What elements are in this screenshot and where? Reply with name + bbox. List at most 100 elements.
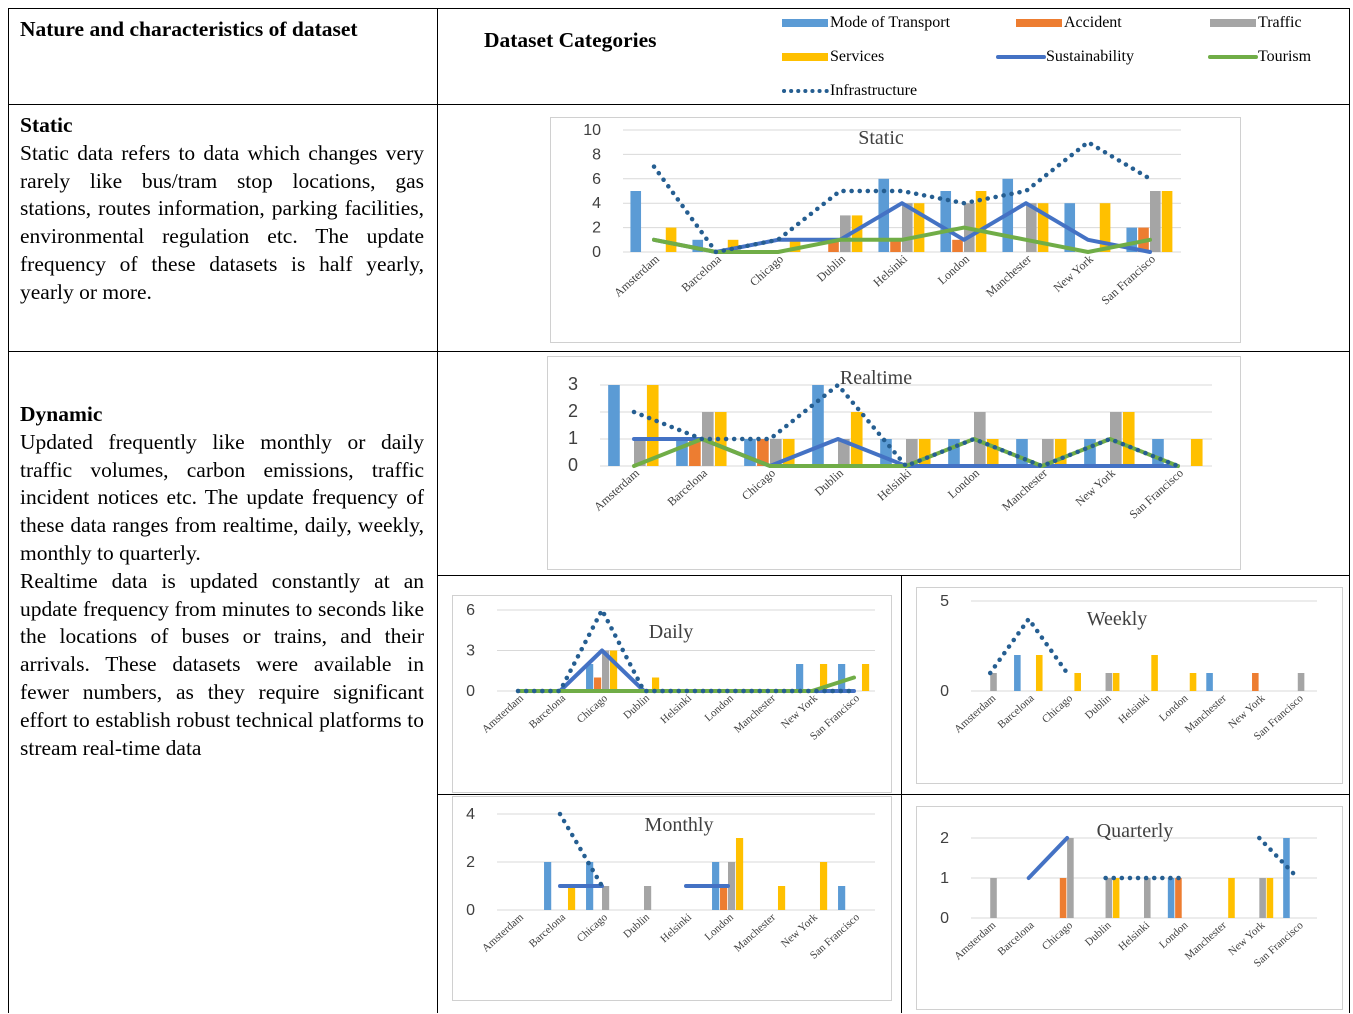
bar-mode-of-transport-manchester: [1206, 673, 1213, 691]
dynamic-text-1: Updated frequently like monthly or daily…: [20, 429, 424, 565]
bar-services-new-york: [1099, 203, 1111, 252]
dynamic-text-2: Realtime data is updated constantly at a…: [20, 568, 424, 760]
header-left: Nature and characteristics of dataset: [20, 17, 358, 41]
line-infrastructure: [631, 382, 1181, 469]
bar-mode-of-transport-amsterdam: [630, 191, 642, 252]
bar-traffic-chicago: [770, 439, 782, 466]
x-tick-label: Amsterdam: [480, 911, 526, 955]
bar-traffic-dublin: [644, 886, 652, 910]
bar-services-london: [735, 838, 744, 910]
bar-traffic-manchester: [1042, 439, 1054, 466]
x-tick-label: London: [1157, 692, 1191, 724]
bar-services-dublin: [1112, 878, 1120, 918]
bar-services-dublin: [851, 215, 863, 252]
legend-label-mode-of-transport: Mode of Transport: [830, 14, 951, 31]
x-tick-label: San Francisco: [1098, 252, 1158, 308]
bar-accident-dublin: [828, 239, 839, 252]
line-infrastructure: [987, 616, 1070, 676]
table-border-right: [1349, 8, 1350, 1013]
chart-title: Quarterly: [1097, 820, 1174, 842]
bar-traffic-dublin: [1105, 878, 1113, 918]
bar-mode-of-transport-barcelona: [676, 439, 688, 466]
chart-quarterly-box: 0 1 2 Quarterly Amsterdam Barcelona Chicago Dub…: [916, 806, 1343, 1010]
y-tick-label: 4: [592, 195, 601, 212]
bar-services-barcelona: [1035, 655, 1043, 691]
y-tick-label: 0: [466, 902, 475, 919]
y-tick-label: 2: [466, 854, 475, 871]
y-tick-label: 0: [940, 683, 949, 700]
bar-mode-of-transport-san-francisco: [1126, 227, 1138, 252]
x-tick-label: Amsterdam: [480, 692, 526, 736]
x-tick-label: Chicago: [1040, 692, 1076, 726]
chart-title: Weekly: [1087, 608, 1148, 630]
x-tick-label: Chicago: [575, 911, 611, 945]
chart-weekly-box: 0 5 Weekly Amsterdam Barcelona Chicago Dublin H…: [916, 587, 1343, 784]
x-tick-label: Chicago: [575, 692, 611, 726]
table-border-left: [8, 8, 9, 1013]
x-tick-label: London: [703, 911, 737, 943]
bar-mode-of-transport-london: [1167, 878, 1175, 918]
legend-label-traffic: Traffic: [1258, 14, 1302, 31]
bar-services-london: [986, 439, 999, 466]
legend-label-tourism: Tourism: [1258, 48, 1312, 65]
chart-title: Daily: [649, 621, 693, 643]
bar-mode-of-transport-san-francisco: [1152, 439, 1164, 466]
bar-services-barcelona: [727, 239, 739, 252]
table-subrow-divider-2: [437, 794, 1350, 795]
bar-traffic-helsinki: [1144, 878, 1151, 918]
legend-swatch-tourism: [1208, 55, 1258, 59]
x-tick-label: London: [935, 252, 972, 287]
bar-services-new-york: [819, 664, 828, 691]
x-tick-label: Amsterdam: [952, 919, 998, 963]
x-tick-label: Helsinki: [870, 251, 910, 289]
x-tick-label: Helsinki: [658, 692, 694, 726]
legend-item-traffic: Traffic: [1208, 14, 1302, 32]
chart-monthly-box: 0 2 4 Monthly Amsterdam Barcelona Chicago Dubli…: [452, 796, 892, 1001]
bar-services-san-francisco: [1190, 439, 1203, 466]
chart-title: Monthly: [645, 814, 714, 836]
bar-services-amsterdam: [665, 227, 677, 252]
dynamic-cell: Dynamic Updated frequently like monthly …: [20, 401, 424, 762]
x-tick-label: London: [1157, 919, 1191, 951]
bar-traffic-helsinki: [902, 203, 913, 252]
y-tick-label: 6: [592, 171, 601, 188]
y-tick-label: 3: [568, 374, 578, 394]
bar-traffic-london: [974, 412, 986, 466]
bar-accident-chicago: [1059, 878, 1067, 918]
static-cell: Static Static data refers to data which …: [20, 112, 424, 307]
x-tick-label: Chicago: [747, 252, 786, 289]
bar-mode-of-transport-san-francisco: [838, 664, 846, 691]
table-row-divider-2: [8, 351, 1350, 352]
chart-realtime-box: 0 1 2 3 Realtime Amsterdam Barcelona Chicago Dub…: [547, 356, 1241, 570]
chart-daily-box: 0 3 6 Daily Amsterdam Barcelona Chicago Dublin H…: [452, 595, 892, 793]
bar-mode-of-transport-san-francisco: [838, 886, 846, 910]
bar-mode-of-transport-chicago: [744, 439, 756, 466]
bar-traffic-amsterdam: [990, 878, 997, 918]
bar-mode-of-transport-barcelona: [692, 239, 704, 252]
legend-swatch-accident: [1016, 19, 1062, 27]
bar-services-helsinki: [918, 439, 931, 466]
x-tick-label: Dublin: [621, 911, 652, 941]
x-tick-label: Manchester: [1183, 919, 1229, 962]
bar-services-helsinki: [1151, 655, 1158, 691]
bar-services-new-york: [1266, 878, 1274, 918]
legend-label-infrastructure: Infrastructure: [830, 82, 918, 99]
y-tick-label: 1: [568, 428, 578, 448]
table-subrow-divider: [437, 575, 1350, 576]
bar-mode-of-transport-barcelona: [1014, 655, 1021, 691]
bar-mode-of-transport-barcelona: [544, 862, 552, 910]
x-tick-label: Amsterdam: [952, 692, 998, 736]
x-tick-label: Dublin: [814, 252, 848, 285]
bar-traffic-san-francisco: [1297, 673, 1305, 691]
bar-traffic-chicago: [602, 886, 610, 910]
x-tick-label: Manchester: [732, 692, 778, 735]
chart-daily: 0 3 6 Daily Amsterdam Barcelona Chicago Dublin H…: [466, 602, 875, 743]
bar-services-manchester: [1037, 203, 1049, 252]
bar-services-amsterdam: [646, 385, 659, 466]
line-tourism: [652, 225, 1152, 254]
bar-services-manchester: [777, 886, 786, 910]
bar-services-chicago: [782, 439, 795, 466]
table-divider-vertical: [437, 8, 438, 1013]
